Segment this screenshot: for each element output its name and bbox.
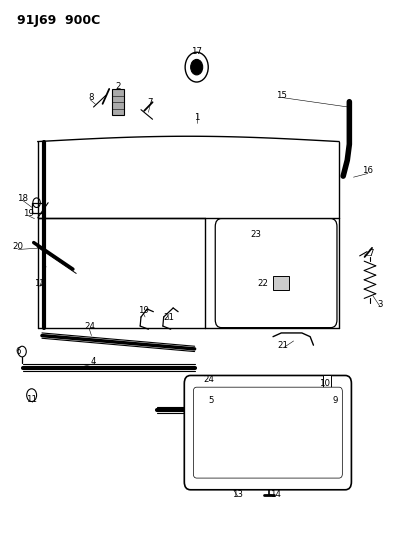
Text: 15: 15	[275, 91, 286, 100]
Text: 12: 12	[34, 279, 45, 288]
Text: 17: 17	[191, 47, 202, 55]
Text: 7: 7	[368, 249, 373, 258]
Text: 24: 24	[203, 375, 214, 384]
Text: 3: 3	[377, 300, 382, 309]
Text: 23: 23	[249, 230, 261, 239]
Text: 5: 5	[208, 396, 214, 405]
Text: 7: 7	[147, 98, 152, 107]
Text: 1: 1	[193, 113, 199, 122]
Text: 18: 18	[17, 194, 28, 203]
Text: 8: 8	[88, 93, 93, 102]
Text: 20: 20	[12, 242, 24, 251]
FancyBboxPatch shape	[193, 387, 342, 478]
Text: 21: 21	[163, 312, 174, 321]
Text: 6: 6	[15, 347, 21, 356]
FancyBboxPatch shape	[112, 90, 124, 115]
Text: 19: 19	[137, 305, 148, 314]
Text: 4: 4	[90, 357, 96, 366]
Text: 14: 14	[269, 489, 280, 498]
Circle shape	[26, 389, 36, 401]
Text: 2: 2	[115, 82, 121, 91]
Text: 16: 16	[361, 166, 373, 175]
Text: 22: 22	[256, 279, 268, 288]
Text: 91J69  900C: 91J69 900C	[17, 14, 100, 27]
Text: 19: 19	[23, 209, 34, 218]
FancyBboxPatch shape	[184, 375, 351, 490]
Text: 21: 21	[277, 341, 288, 350]
Text: 9: 9	[331, 396, 337, 405]
Text: 13: 13	[232, 489, 243, 498]
Text: 10: 10	[318, 379, 329, 388]
Circle shape	[18, 346, 26, 357]
FancyBboxPatch shape	[215, 219, 336, 328]
FancyBboxPatch shape	[323, 375, 330, 390]
Text: 11: 11	[26, 395, 37, 404]
FancyBboxPatch shape	[272, 276, 288, 290]
Circle shape	[190, 59, 202, 75]
Text: 24: 24	[84, 321, 95, 330]
